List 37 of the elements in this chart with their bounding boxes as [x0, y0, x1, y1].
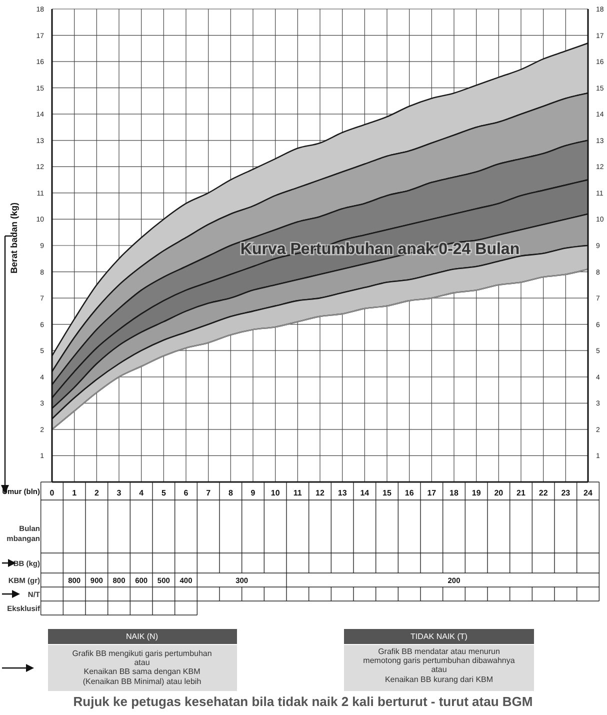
text: Grafik BB mengikuti garis pertumbuhan — [72, 649, 212, 658]
x-tick-label: 0 — [50, 488, 55, 498]
x-tick-label: 7 — [206, 488, 212, 498]
x-tick-label: 15 — [382, 488, 392, 498]
x-tick-label: 21 — [516, 488, 526, 498]
x-tick-label: 1 — [72, 488, 78, 498]
text: Grafik BB mendatar atau menurun — [378, 647, 500, 656]
text: TIDAK NAIK (T) — [410, 632, 468, 641]
x-tick-label: 4 — [139, 488, 144, 498]
x-tick-label: 8 — [228, 488, 234, 498]
text: memotong garis pertumbuhan dibawahnya — [363, 656, 516, 665]
x-tick-label: 5 — [161, 488, 166, 498]
x-tick-label: 22 — [538, 488, 548, 498]
x-tick-label: 17 — [427, 488, 437, 498]
text: atau — [431, 665, 447, 674]
x-tick-label: 14 — [360, 488, 370, 498]
text: NAIK (N) — [126, 632, 158, 641]
y-axis-title: Berat badan (kg) — [9, 202, 19, 274]
x-tick-label: 13 — [338, 488, 348, 498]
text: atau — [134, 658, 150, 667]
text: (Kenaikan BB Minimal) atau lebih — [82, 677, 202, 686]
text: Kenaikan BB sama dengan KBM — [84, 667, 201, 676]
x-tick-label: 2 — [94, 488, 100, 498]
x-tick-label: 12 — [316, 488, 325, 498]
x-tick-label: 6 — [184, 488, 189, 498]
x-tick-label: 24 — [584, 488, 593, 498]
x-tick-label: 16 — [404, 488, 414, 498]
x-tick-label: 18 — [450, 488, 459, 498]
x-tick-label: 11 — [293, 488, 302, 498]
x-tick-label: 3 — [116, 488, 122, 498]
text: Kenaikan BB kurang dari KBM — [384, 675, 494, 684]
text: Rujuk ke petugas kesehatan bila tidak naik 2 kali berturut - turut atau BGM — [73, 694, 533, 709]
x-tick-label: 10 — [270, 488, 280, 498]
x-tick-label: 19 — [472, 488, 482, 498]
x-tick-label: 20 — [494, 488, 504, 498]
x-tick-label: 9 — [250, 488, 256, 498]
x-tick-label: 23 — [561, 488, 571, 498]
